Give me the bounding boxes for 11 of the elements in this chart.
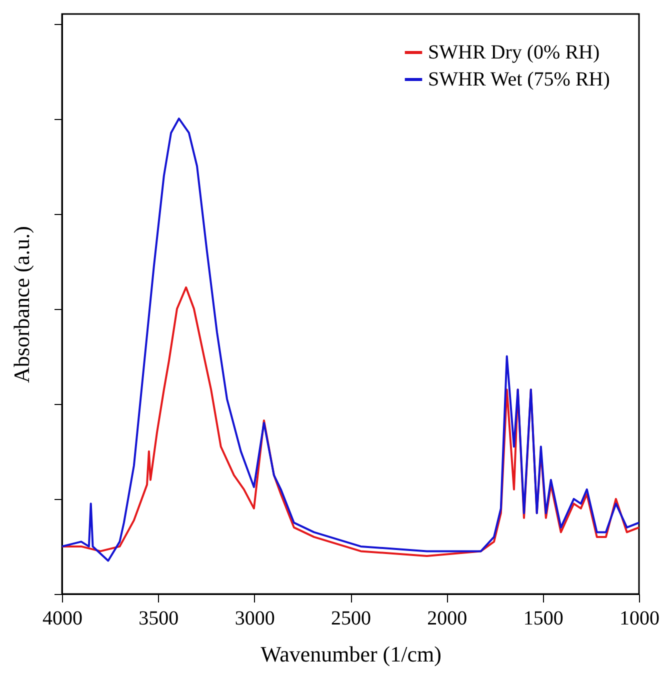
legend-label: SWHR Wet (75% RH) (428, 68, 610, 90)
y-axis-title: Absorbance (a.u.) (9, 226, 34, 383)
x-tick-label: 3000 (234, 608, 275, 630)
legend-label: SWHR Dry (0% RH) (428, 42, 600, 64)
x-tick-label: 1500 (523, 608, 564, 630)
x-tick-label: 3500 (138, 608, 179, 630)
x-tick-label: 2500 (331, 608, 371, 630)
x-axis-title: Wavenumber (1/cm) (260, 642, 442, 666)
x-tick-label: 2000 (427, 608, 468, 630)
x-tick-label: 4000 (42, 608, 82, 630)
x-tick-label: 1000 (620, 608, 660, 630)
